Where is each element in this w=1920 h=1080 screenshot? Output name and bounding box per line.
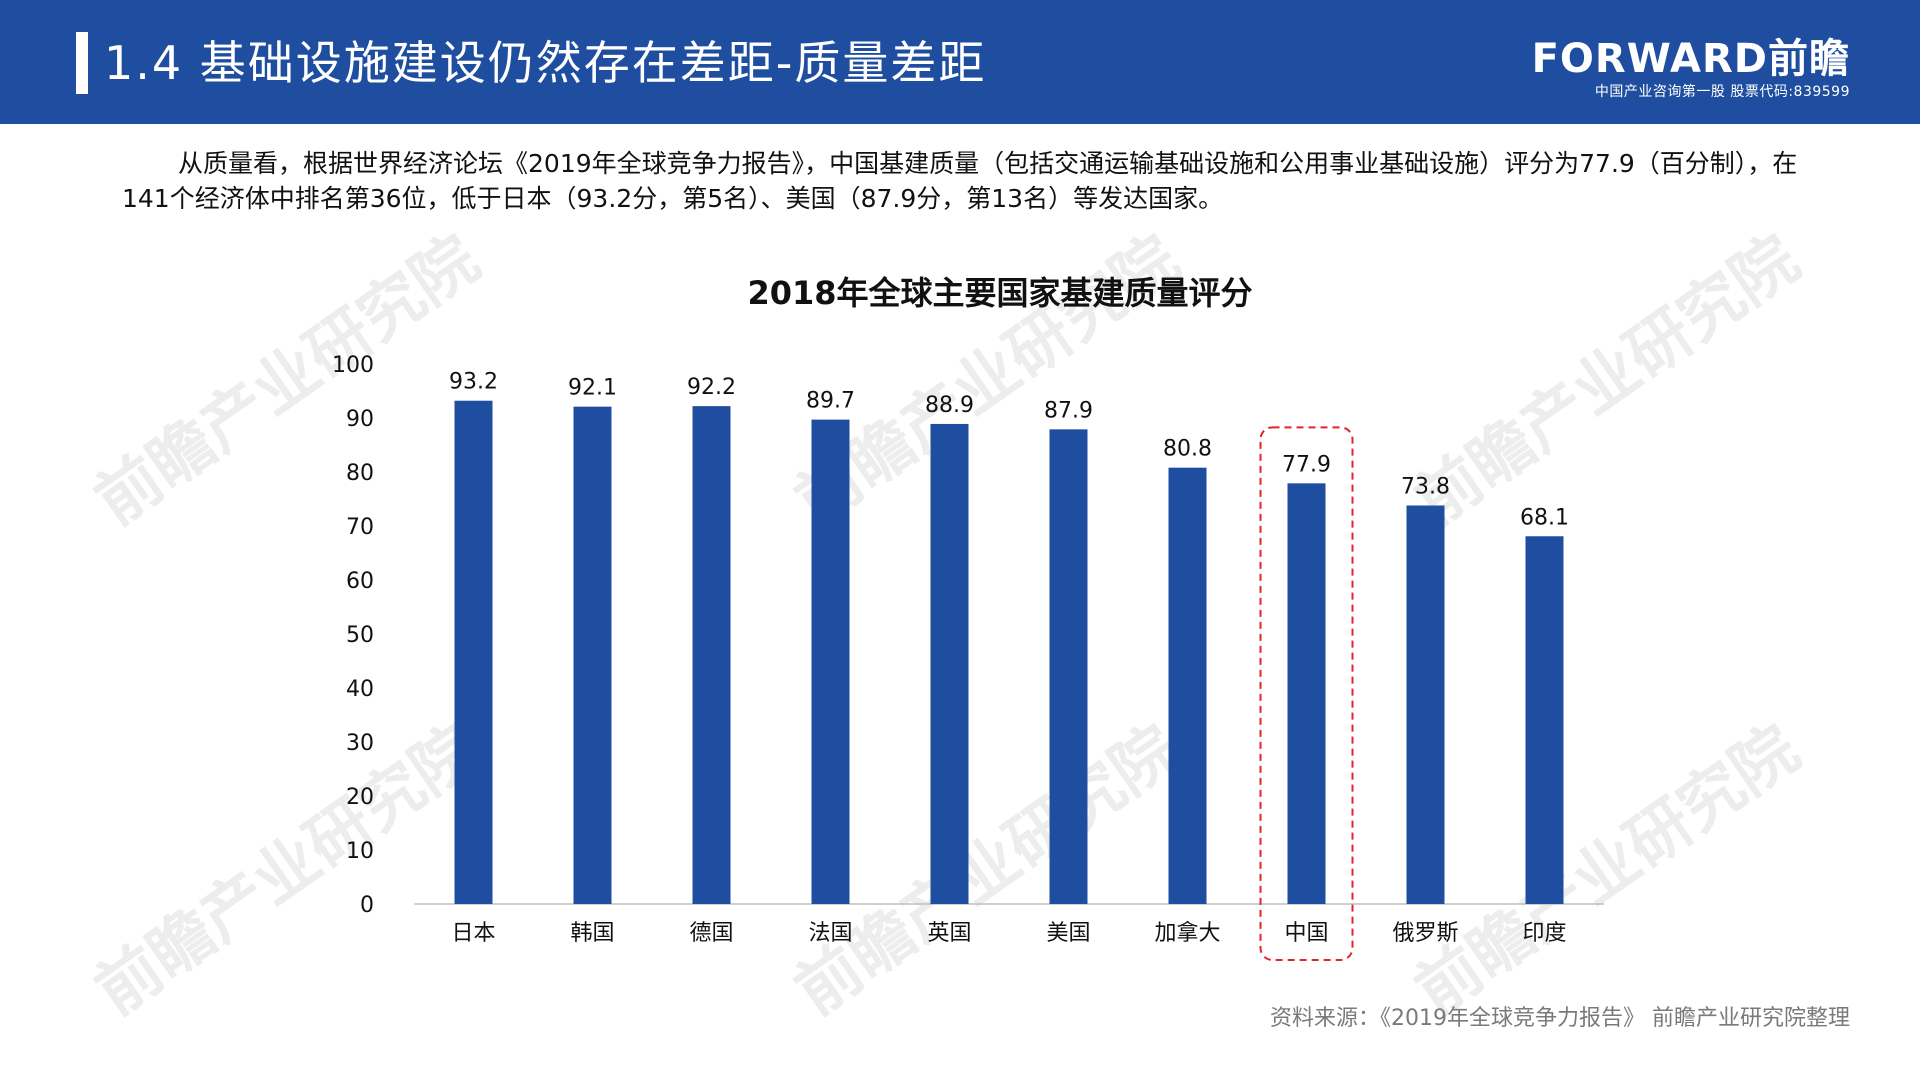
data-label: 77.9 xyxy=(1282,452,1331,477)
data-label: 88.9 xyxy=(925,393,974,418)
y-tick-label: 30 xyxy=(346,731,374,756)
y-tick-label: 80 xyxy=(346,461,374,486)
intro-paragraph: 从质量看，根据世界经济论坛《2019年全球竞争力报告》，中国基建质量（包括交通运… xyxy=(122,149,1798,213)
x-tick-label: 法国 xyxy=(808,921,852,946)
bar xyxy=(811,419,850,904)
bar xyxy=(573,406,612,904)
x-tick-label: 德国 xyxy=(689,921,733,946)
x-tick-label: 中国 xyxy=(1284,921,1328,946)
x-tick-label: 英国 xyxy=(927,921,971,946)
bar xyxy=(1287,483,1326,904)
x-tick-label: 日本 xyxy=(451,921,495,946)
x-tick-label: 韩国 xyxy=(570,921,614,946)
x-tick-label: 印度 xyxy=(1522,921,1566,946)
data-label: 80.8 xyxy=(1163,437,1212,462)
data-label: 73.8 xyxy=(1401,474,1450,499)
y-tick-label: 50 xyxy=(346,623,374,648)
logo-name: FORWARD前瞻 xyxy=(1531,36,1850,82)
bar xyxy=(930,423,969,904)
highlight-box xyxy=(1259,426,1354,961)
bar xyxy=(1406,505,1445,904)
page-title: 1.4 基础设施建设仍然存在差距-质量差距 xyxy=(104,36,987,90)
y-tick-label: 10 xyxy=(346,839,374,864)
chart-title: 2018年全球主要国家基建质量评分 xyxy=(747,274,1253,312)
bar xyxy=(692,406,731,904)
x-tick-label: 俄罗斯 xyxy=(1392,921,1458,946)
source-note: 资料来源：《2019年全球竞争力报告》 前瞻产业研究院整理 xyxy=(1270,1006,1850,1031)
bar xyxy=(454,400,493,904)
logo-subtitle: 中国产业咨询第一股 股票代码:839599 xyxy=(1594,84,1850,100)
y-tick-label: 60 xyxy=(346,569,374,594)
data-label: 93.2 xyxy=(449,370,498,395)
y-tick-label: 90 xyxy=(346,407,374,432)
bar xyxy=(1049,429,1088,904)
data-label: 87.9 xyxy=(1044,398,1093,423)
x-tick-label: 美国 xyxy=(1046,921,1090,946)
bar xyxy=(1168,467,1207,904)
y-tick-label: 40 xyxy=(346,677,374,702)
y-tick-label: 0 xyxy=(360,893,374,918)
bar xyxy=(1525,536,1564,904)
y-tick-label: 70 xyxy=(346,515,374,540)
header-bar: 1.4 基础设施建设仍然存在差距-质量差距 FORWARD前瞻 中国产业咨询第一… xyxy=(0,0,1920,124)
y-tick-label: 20 xyxy=(346,785,374,810)
data-label: 89.7 xyxy=(806,389,855,414)
data-label: 92.1 xyxy=(568,376,617,401)
bar-chart: 0 10 20 30 40 50 60 70 80 90 100 93.2 日本 92.1 韩国 92.2 德国… xyxy=(332,353,1604,961)
x-tick-label: 加拿大 xyxy=(1154,920,1220,946)
brand-logo: FORWARD前瞻 中国产业咨询第一股 股票代码:839599 xyxy=(1532,36,1850,102)
y-tick-label: 100 xyxy=(332,353,374,378)
data-label: 68.1 xyxy=(1520,505,1569,530)
data-label: 92.2 xyxy=(687,375,736,400)
title-accent-bar xyxy=(76,32,88,94)
